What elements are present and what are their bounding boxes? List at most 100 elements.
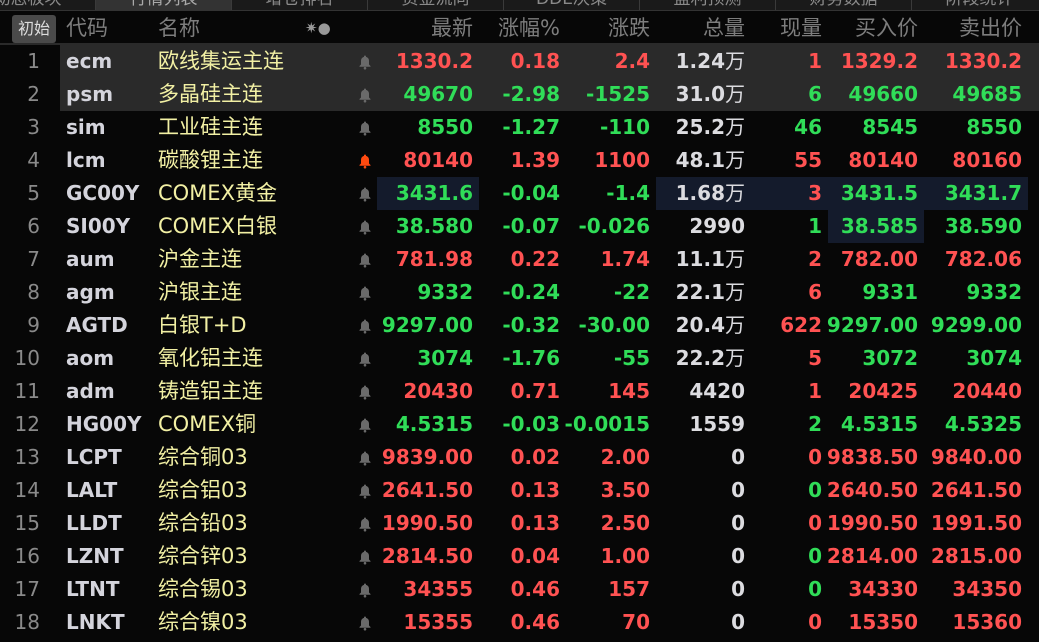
bell-icon[interactable] (357, 87, 373, 103)
volume-unit: 万 (725, 313, 745, 337)
latest-price: 49670 (403, 82, 473, 106)
current-volume: 3 (808, 181, 822, 205)
bell-icon[interactable] (357, 54, 373, 70)
table-row[interactable]: 16 LZNT 综合锌03 2814.50 0.04 1.00 0 0 2814… (0, 540, 1039, 573)
column-header-change[interactable]: 涨跌 (608, 16, 650, 40)
total-volume: 4420 (689, 375, 745, 408)
bell-icon[interactable] (357, 615, 373, 631)
current-volume: 5 (808, 346, 822, 370)
bid-price: 2814.00 (826, 544, 918, 568)
settings-dots-icon[interactable]: ✷● (305, 19, 331, 37)
contract-name: 综合锌03 (158, 544, 248, 568)
table-row[interactable]: 5 GC00Y COMEX黄金 3431.6 -0.04 -1.4 1.68万 … (0, 177, 1039, 210)
table-row[interactable]: 1 ecm 欧线集运主连 1330.2 0.18 2.4 1.24万 1 132… (0, 45, 1039, 78)
contract-code: sim (66, 115, 106, 139)
total-volume: 0 (731, 474, 745, 507)
latest-price: 9332 (417, 280, 473, 304)
row-number: 8 (27, 280, 40, 304)
change-pct: 0.46 (510, 577, 560, 601)
tab-3[interactable]: 资金流向 (368, 0, 504, 10)
bid-price: 9297.00 (826, 313, 918, 337)
current-volume: 1 (808, 49, 822, 73)
bell-icon[interactable] (357, 417, 373, 433)
current-volume: 55 (794, 148, 822, 172)
contract-code: LNKT (66, 610, 125, 634)
contract-code: aum (66, 247, 115, 271)
tab-6[interactable]: 财务数据 (776, 0, 912, 10)
column-header-name[interactable]: 名称 (158, 16, 200, 40)
column-header-ask[interactable]: 卖出价 (959, 16, 1022, 40)
bell-icon[interactable] (357, 549, 373, 565)
tab-1[interactable]: 行情列表 (96, 0, 232, 10)
table-row[interactable]: 14 LALT 综合铝03 2641.50 0.13 3.50 0 0 2640… (0, 474, 1039, 507)
contract-name: 综合铜03 (158, 445, 248, 469)
tab-7[interactable]: 阶段统计 (912, 0, 1039, 10)
ask-price: 9840.00 (930, 445, 1022, 469)
bell-icon[interactable] (357, 483, 373, 499)
bell-icon[interactable] (357, 351, 373, 367)
volume-value: 4420 (689, 379, 745, 403)
contract-code: lcm (66, 148, 106, 172)
change-pct: -2.98 (502, 82, 560, 106)
bid-price: 1990.50 (826, 511, 918, 535)
bell-icon[interactable] (357, 285, 373, 301)
change: -1.4 (606, 181, 650, 205)
table-row[interactable]: 12 HG00Y COMEX铜 4.5315 -0.03 -0.0015 155… (0, 408, 1039, 441)
table-row[interactable]: 6 SI00Y COMEX白银 38.580 -0.07 -0.026 2990… (0, 210, 1039, 243)
latest-price: 80140 (403, 148, 473, 172)
row-number: 4 (27, 148, 40, 172)
table-row[interactable]: 11 adm 铸造铝主连 20430 0.71 145 4420 1 20425… (0, 375, 1039, 408)
table-row[interactable]: 8 agm 沪银主连 9332 -0.24 -22 22.1万 6 9331 9… (0, 276, 1039, 309)
tab-0[interactable]: 动态板块 (0, 0, 96, 10)
ask-price: 49685 (952, 82, 1022, 106)
total-volume: 22.1万 (676, 276, 745, 309)
column-header-latest[interactable]: 最新 (431, 16, 473, 40)
column-header-bid[interactable]: 买入价 (855, 16, 918, 40)
alert-bell-icon[interactable] (357, 153, 373, 169)
bell-icon[interactable] (357, 120, 373, 136)
current-volume: 1 (808, 214, 822, 238)
table-row[interactable]: 3 sim 工业硅主连 8550 -1.27 -110 25.2万 46 854… (0, 111, 1039, 144)
table-row[interactable]: 9 AGTD 白银T+D 9297.00 -0.32 -30.00 20.4万 … (0, 309, 1039, 342)
total-volume: 0 (731, 540, 745, 573)
table-row[interactable]: 2 psm 多晶硅主连 49670 -2.98 -1525 31.0万 6 49… (0, 78, 1039, 111)
bell-icon[interactable] (357, 186, 373, 202)
bid-price: 15350 (848, 610, 918, 634)
latest-price: 34355 (403, 577, 473, 601)
bell-icon[interactable] (357, 252, 373, 268)
table-row[interactable]: 7 aum 沪金主连 781.98 0.22 1.74 11.1万 2 782.… (0, 243, 1039, 276)
table-row[interactable]: 13 LCPT 综合铜03 9839.00 0.02 2.00 0 0 9838… (0, 441, 1039, 474)
column-header-current-volume[interactable]: 现量 (780, 16, 822, 40)
table-row[interactable]: 15 LLDT 综合铅03 1990.50 0.13 2.50 0 0 1990… (0, 507, 1039, 540)
bell-icon[interactable] (357, 450, 373, 466)
bell-icon[interactable] (357, 219, 373, 235)
volume-value: 0 (731, 610, 745, 634)
bell-icon[interactable] (357, 582, 373, 598)
bid-price: 9331 (862, 280, 918, 304)
current-volume: 0 (808, 577, 822, 601)
table-row[interactable]: 17 LTNT 综合锡03 34355 0.46 157 0 0 34330 3… (0, 573, 1039, 606)
column-header-code[interactable]: 代码 (66, 16, 108, 40)
volume-value: 31.0 (675, 82, 725, 106)
total-volume: 1559 (689, 408, 745, 441)
volume-value: 20.4 (675, 313, 725, 337)
tab-5[interactable]: 盈利预测 (640, 0, 776, 10)
contract-name: 铸造铝主连 (158, 379, 263, 403)
table-row[interactable]: 18 LNKT 综合镍03 15355 0.46 70 0 0 15350 15… (0, 606, 1039, 639)
volume-value: 1.68 (675, 181, 725, 205)
table-row[interactable]: 4 lcm 碳酸锂主连 80140 1.39 1100 48.1万 55 801… (0, 144, 1039, 177)
tab-4[interactable]: DDE决策 (504, 0, 640, 10)
reset-sort-button[interactable]: 初始 (12, 15, 56, 43)
current-volume: 0 (808, 445, 822, 469)
table-row[interactable]: 10 aom 氧化铝主连 3074 -1.76 -55 22.2万 5 3072… (0, 342, 1039, 375)
column-header-change-pct[interactable]: 涨幅% (498, 16, 560, 40)
bell-icon[interactable] (357, 318, 373, 334)
bell-icon[interactable] (357, 384, 373, 400)
latest-price: 20430 (403, 379, 473, 403)
total-volume: 0 (731, 507, 745, 540)
ask-price: 3431.7 (944, 181, 1022, 205)
tab-2[interactable]: 增仓排名 (232, 0, 368, 10)
latest-price: 38.580 (395, 214, 473, 238)
column-header-volume[interactable]: 总量 (703, 16, 745, 40)
bell-icon[interactable] (357, 516, 373, 532)
